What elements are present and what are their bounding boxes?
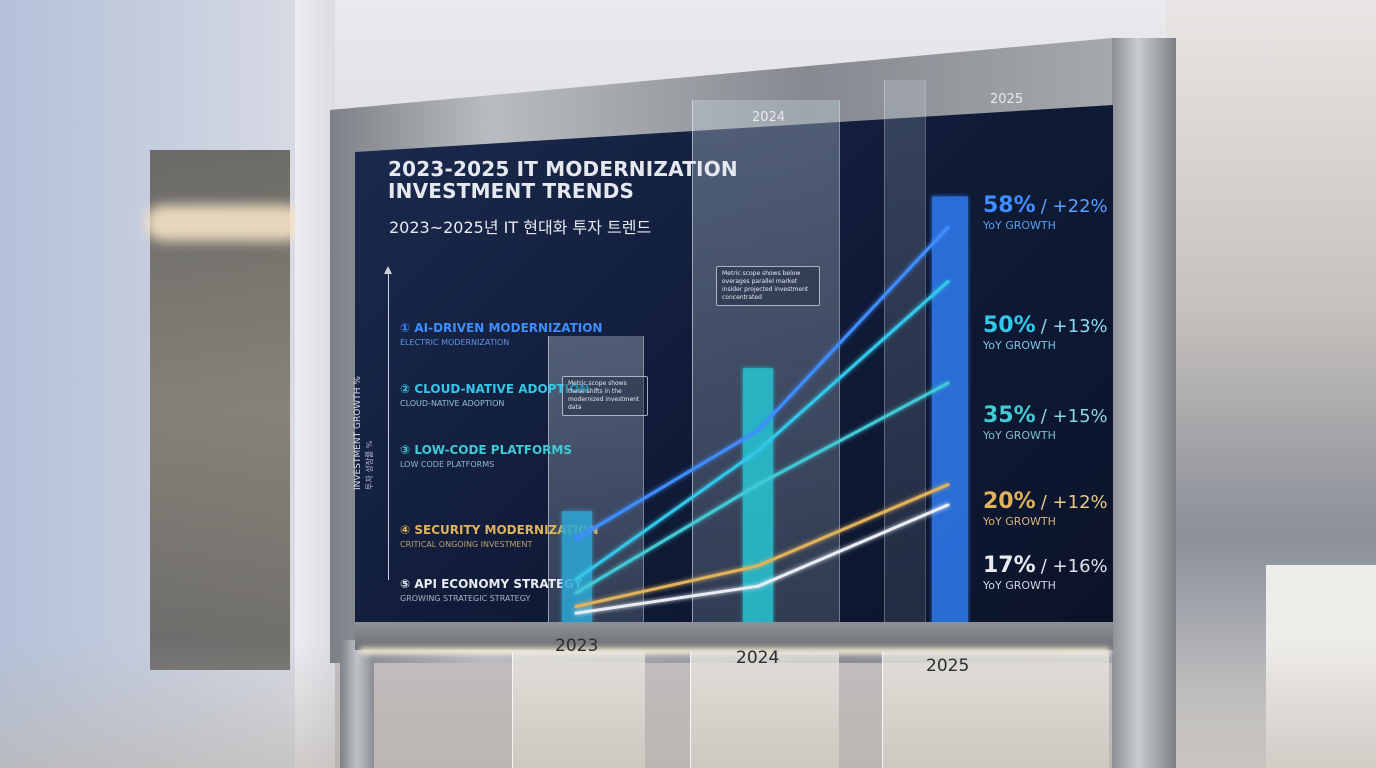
- stat-label: YoY GROWTH: [983, 429, 1056, 442]
- bar-2024: [743, 368, 773, 640]
- series-line-3: [574, 381, 950, 595]
- bar-2025: [932, 196, 968, 640]
- chart-panel: [355, 105, 1113, 623]
- base-glass-2023: [512, 652, 645, 768]
- stat-label: YoY GROWTH: [983, 579, 1056, 592]
- stat-change: / +15%: [1040, 406, 1108, 427]
- sign-base-bar: [355, 622, 1113, 650]
- y-axis-arrow: [384, 266, 392, 580]
- sign-leg-left: [340, 640, 374, 768]
- legend-num: ⑤: [400, 577, 411, 591]
- background-light: [145, 205, 305, 241]
- chart-subtitle: 2023~2025년 IT 현대화 투자 트렌드: [389, 218, 652, 237]
- series-line-2: [574, 280, 950, 581]
- series-line-4: [574, 483, 950, 608]
- legend-sub: ELECTRIC MODERNIZATION: [400, 338, 510, 347]
- legend-num: ④: [400, 523, 411, 537]
- chart-title: 2023-2025 IT MODERNIZATION INVESTMENT TR…: [388, 158, 738, 202]
- legend-num: ②: [400, 382, 411, 396]
- series-line-5: [574, 503, 950, 615]
- series-line-1: [574, 225, 950, 541]
- stat-value: 17%: [983, 553, 1036, 578]
- year-label-bottom-2023: 2023: [555, 636, 599, 656]
- legend-item-lowcode: ③ LOW-CODE PLATFORMS LOW CODE PLATFORMS: [400, 443, 572, 469]
- stat-value: 35%: [983, 403, 1036, 428]
- legend-name: SECURITY MODERNIZATION: [414, 523, 599, 537]
- glass-fin-2025: [884, 80, 926, 624]
- year-label-top-2025: 2025: [990, 92, 1024, 107]
- base-glass-2025: [882, 652, 1109, 768]
- sign-post: [1112, 38, 1176, 768]
- legend-item-ai: ① AI-DRIVEN MODERNIZATION ELECTRIC MODER…: [400, 321, 602, 347]
- sign-base-light: [360, 648, 1110, 654]
- legend-name: LOW-CODE PLATFORMS: [414, 443, 573, 457]
- annotation-note-left: Metric scope shows these shifts in the m…: [562, 376, 648, 416]
- stat-security: 20% / +12% YoY GROWTH: [983, 489, 1108, 528]
- stat-change: / +22%: [1040, 196, 1108, 217]
- stat-label: YoY GROWTH: [983, 515, 1056, 528]
- legend-item-api: ⑤ API ECONOMY STRATEGY GROWING STRATEGIC…: [400, 577, 582, 603]
- stat-lowcode: 35% / +15% YoY GROWTH: [983, 403, 1108, 442]
- legend-item-cloud: ② CLOUD-NATIVE ADOPTION CLOUD-NATIVE ADO…: [400, 382, 589, 408]
- stat-cloud: 50% / +13% YoY GROWTH: [983, 313, 1108, 352]
- stat-change: / +13%: [1040, 316, 1108, 337]
- stat-label: YoY GROWTH: [983, 339, 1056, 352]
- legend-sub: GROWING STRATEGIC STRATEGY: [400, 594, 531, 603]
- base-glass-2024: [690, 652, 839, 768]
- stat-label: YoY GROWTH: [983, 219, 1056, 232]
- stat-ai: 58% / +22% YoY GROWTH: [983, 193, 1108, 232]
- stat-api: 17% / +16% YoY GROWTH: [983, 553, 1108, 592]
- stat-value: 50%: [983, 313, 1036, 338]
- legend-sub: LOW CODE PLATFORMS: [400, 460, 495, 469]
- stat-change: / +16%: [1040, 556, 1108, 577]
- legend-sub: CRITICAL ONGOING INVESTMENT: [400, 540, 533, 549]
- stat-value: 58%: [983, 193, 1036, 218]
- legend-item-security: ④ SECURITY MODERNIZATION CRITICAL ONGOIN…: [400, 523, 599, 549]
- legend-num: ①: [400, 321, 411, 335]
- legend-name: CLOUD-NATIVE ADOPTION: [414, 382, 590, 396]
- stat-change: / +12%: [1040, 492, 1108, 513]
- chart-title-line2: INVESTMENT TRENDS: [388, 179, 635, 203]
- legend-sub: CLOUD-NATIVE ADOPTION: [400, 399, 505, 408]
- legend-name: AI-DRIVEN MODERNIZATION: [414, 321, 603, 335]
- year-label-bottom-2024: 2024: [736, 648, 780, 668]
- stat-value: 20%: [983, 489, 1036, 514]
- year-label-bottom-2025: 2025: [926, 656, 970, 676]
- chart-title-line1: 2023-2025 IT MODERNIZATION: [388, 157, 738, 181]
- legend-name: API ECONOMY STRATEGY: [414, 577, 583, 591]
- year-label-top-2024: 2024: [752, 110, 786, 125]
- legend-num: ③: [400, 443, 411, 457]
- annotation-note-right: Metric scope shows below overages parall…: [716, 266, 820, 306]
